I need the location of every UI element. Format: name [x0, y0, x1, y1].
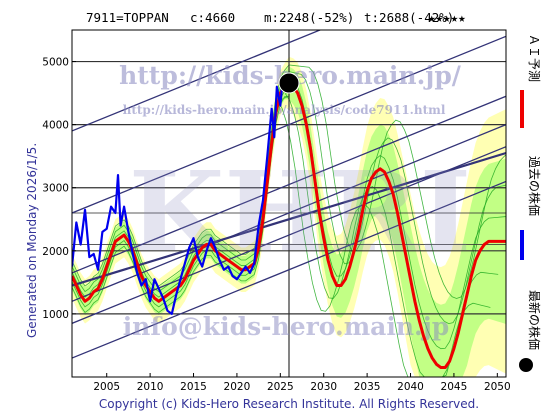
trend-line-d	[72, 30, 322, 132]
legend-forecast-label: ＡＩ予測	[527, 34, 541, 82]
x-tick-label-2030: 2030	[310, 381, 337, 393]
header-current-price: c:4660	[190, 10, 235, 25]
axis-ticks: 2005 2010 2015 2020 2025 2030 2035 2040 2045 2050…	[42, 57, 510, 393]
legend-latest-dot	[519, 358, 533, 372]
y-tick-label-3000: 3000	[42, 183, 69, 195]
latest-marker-layer	[278, 72, 300, 94]
trend-line-f	[72, 180, 506, 359]
trend-channel-lines	[72, 30, 506, 359]
x-tick-label-2015: 2015	[180, 381, 207, 393]
header-target-price: t:2688(-42%)	[364, 10, 454, 25]
header-ticker: 7911=TOPPAN	[86, 10, 169, 25]
watermark-email: info@kids-hero.main.jp	[123, 312, 450, 341]
x-tick-label-2040: 2040	[397, 381, 424, 393]
y-tick-label-1000: 1000	[42, 309, 69, 321]
legend-past-swatch	[520, 230, 524, 260]
x-tick-label-2035: 2035	[354, 381, 381, 393]
y-tick-label-2000: 2000	[42, 246, 69, 258]
trend-line-b	[72, 95, 506, 274]
watermark-url-analysis: http://kids-hero.main.jp/analysis/code79…	[123, 103, 446, 117]
x-tick-label-2025: 2025	[267, 381, 294, 393]
trend-line-main	[72, 151, 506, 287]
x-tick-label-2010: 2010	[137, 381, 164, 393]
watermark-logo: KHRI	[129, 147, 471, 276]
header-mid-price: m:2248(-52%)	[264, 10, 354, 25]
legend-forecast-swatch	[520, 90, 524, 128]
y-tick-label-5000: 5000	[42, 57, 69, 69]
legend: ＡＩ予測 過去の株価 最新の株価	[519, 34, 542, 372]
watermark-group: KHRI http://kids-hero.main.jp/ http://ki…	[119, 61, 471, 341]
latest-price-marker	[278, 72, 300, 94]
trend-line-a	[72, 124, 506, 302]
x-tick-label-2045: 2045	[441, 381, 468, 393]
trend-line-e	[72, 35, 506, 214]
x-tick-label-2020: 2020	[224, 381, 251, 393]
legend-latest-label: 最新の株価	[527, 290, 542, 350]
past-price-line	[72, 76, 290, 316]
copyright-footer: Copyright (c) Kids-Hero Research Institu…	[99, 397, 479, 411]
x-tick-label-2005: 2005	[93, 381, 120, 393]
y-tick-label-4000: 4000	[42, 120, 69, 132]
x-tick-label-2050: 2050	[484, 381, 511, 393]
header-rating-stars: ★★★★★	[428, 10, 466, 25]
legend-past-label: 過去の株価	[527, 156, 542, 216]
plot-frame	[71, 29, 507, 378]
forecast-band-inner	[72, 66, 506, 377]
generated-date-label: Generated on Monday 2026/1/5.	[25, 143, 39, 338]
